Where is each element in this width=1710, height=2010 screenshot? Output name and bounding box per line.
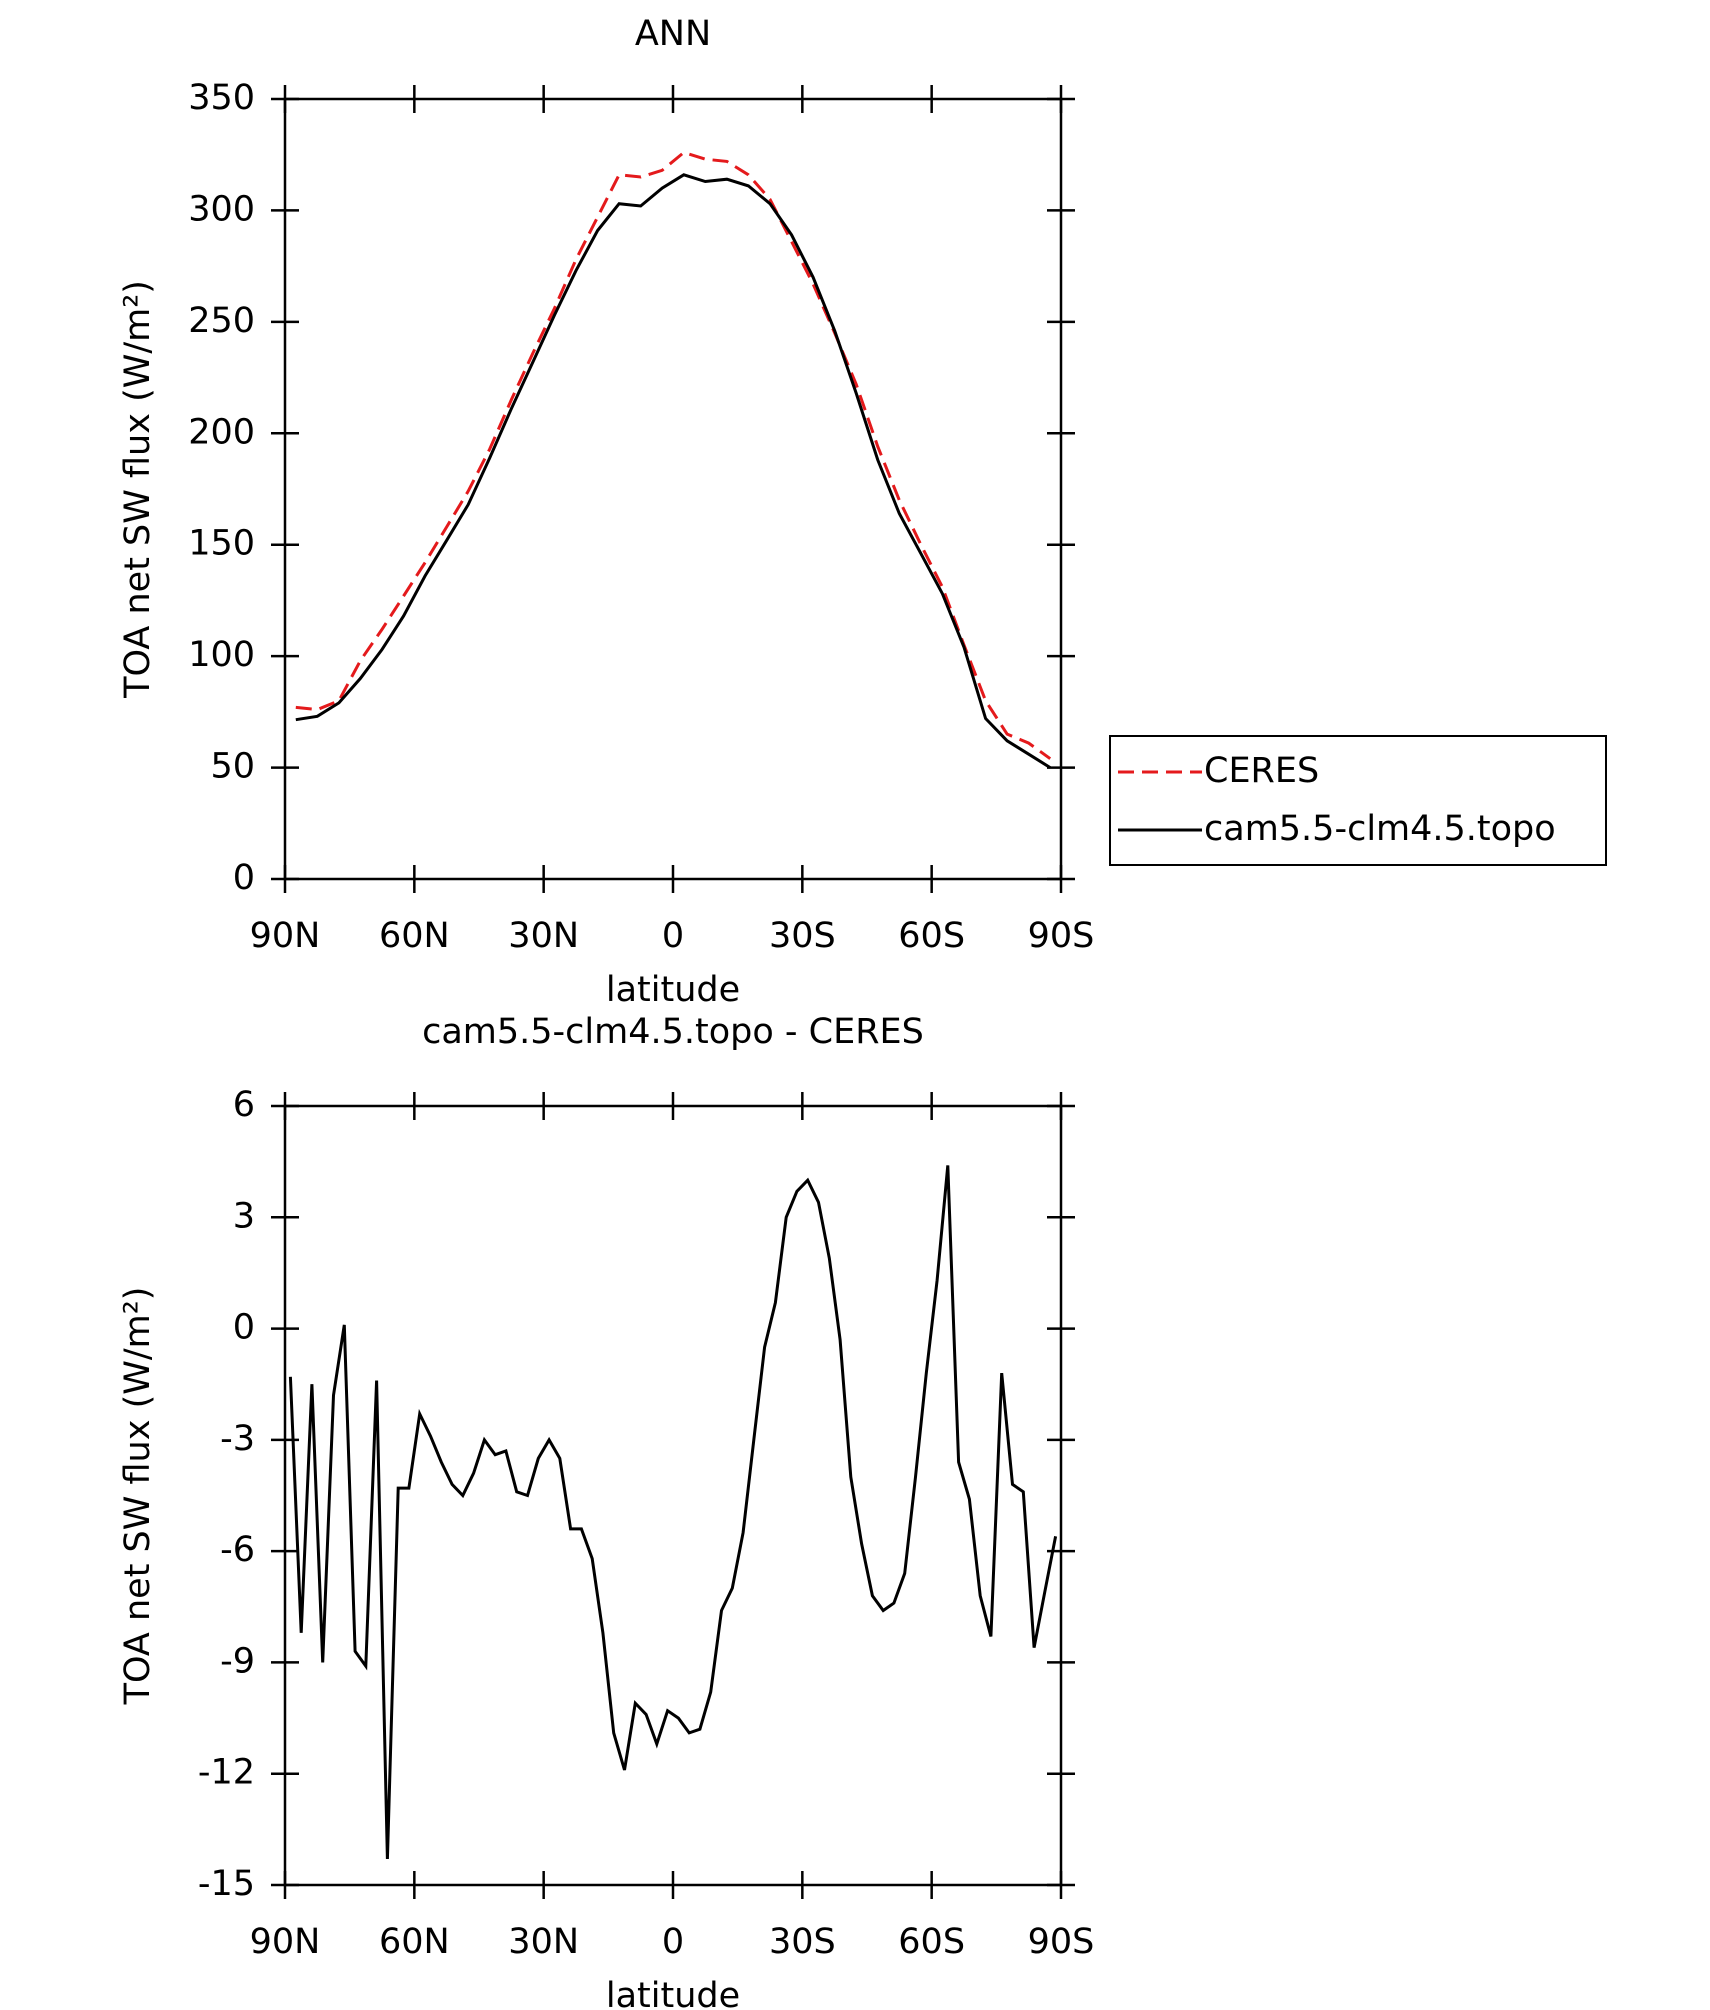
x-tick-label: 90S [1028,1922,1095,1962]
y-axis-label: TOA net SW flux (W/m²) [118,1287,158,1706]
x-tick-label: 90S [1028,916,1095,956]
y-tick-label: 6 [233,1085,255,1125]
y-tick-label: -12 [198,1753,255,1793]
plot-frame [283,97,1063,881]
chart-title: ANN [635,14,711,54]
y-tick-label: 0 [233,1308,255,1348]
y-tick-label: -6 [220,1530,255,1570]
legend-label: cam5.5-clm4.5.topo [1204,809,1556,849]
x-tick-label: 60S [898,1922,965,1962]
x-tick-label: 60S [898,916,965,956]
x-tick-label: 30S [769,916,836,956]
y-tick-label: 350 [188,78,255,118]
y-tick-label: -3 [220,1419,255,1459]
x-tick-label: 60N [379,916,450,956]
y-tick-label: 0 [233,858,255,898]
x-tick-label: 0 [662,1922,684,1962]
y-tick-label: 300 [188,189,255,229]
x-tick-label: 0 [662,916,684,956]
y-tick-label: 3 [233,1196,255,1236]
y-tick-label: -9 [220,1641,255,1681]
y-tick-label: 50 [210,747,255,787]
x-axis-label: latitude [606,970,740,1010]
data-line [295,173,1051,769]
x-tick-label: 90N [250,1922,321,1962]
data-line [288,1165,1058,1860]
chart-title: cam5.5-clm4.5.topo - CERES [422,1012,924,1052]
x-tick-label: 90N [250,916,321,956]
data-line [295,150,1052,760]
y-tick-label: 250 [188,301,255,341]
x-axis-label: latitude [606,1976,740,2010]
y-tick-label: -15 [198,1864,255,1904]
y-tick-label: 150 [188,524,255,564]
plot-frame [283,1104,1063,1887]
x-tick-label: 60N [379,1922,450,1962]
y-tick-label: 100 [188,635,255,675]
legend-label: CERES [1204,751,1319,791]
legend-box [1109,735,1607,866]
x-tick-label: 30S [769,1922,836,1962]
y-tick-label: 200 [188,412,255,452]
x-tick-label: 30N [508,916,579,956]
y-axis-label: TOA net SW flux (W/m²) [118,280,158,699]
x-tick-label: 30N [508,1922,579,1962]
